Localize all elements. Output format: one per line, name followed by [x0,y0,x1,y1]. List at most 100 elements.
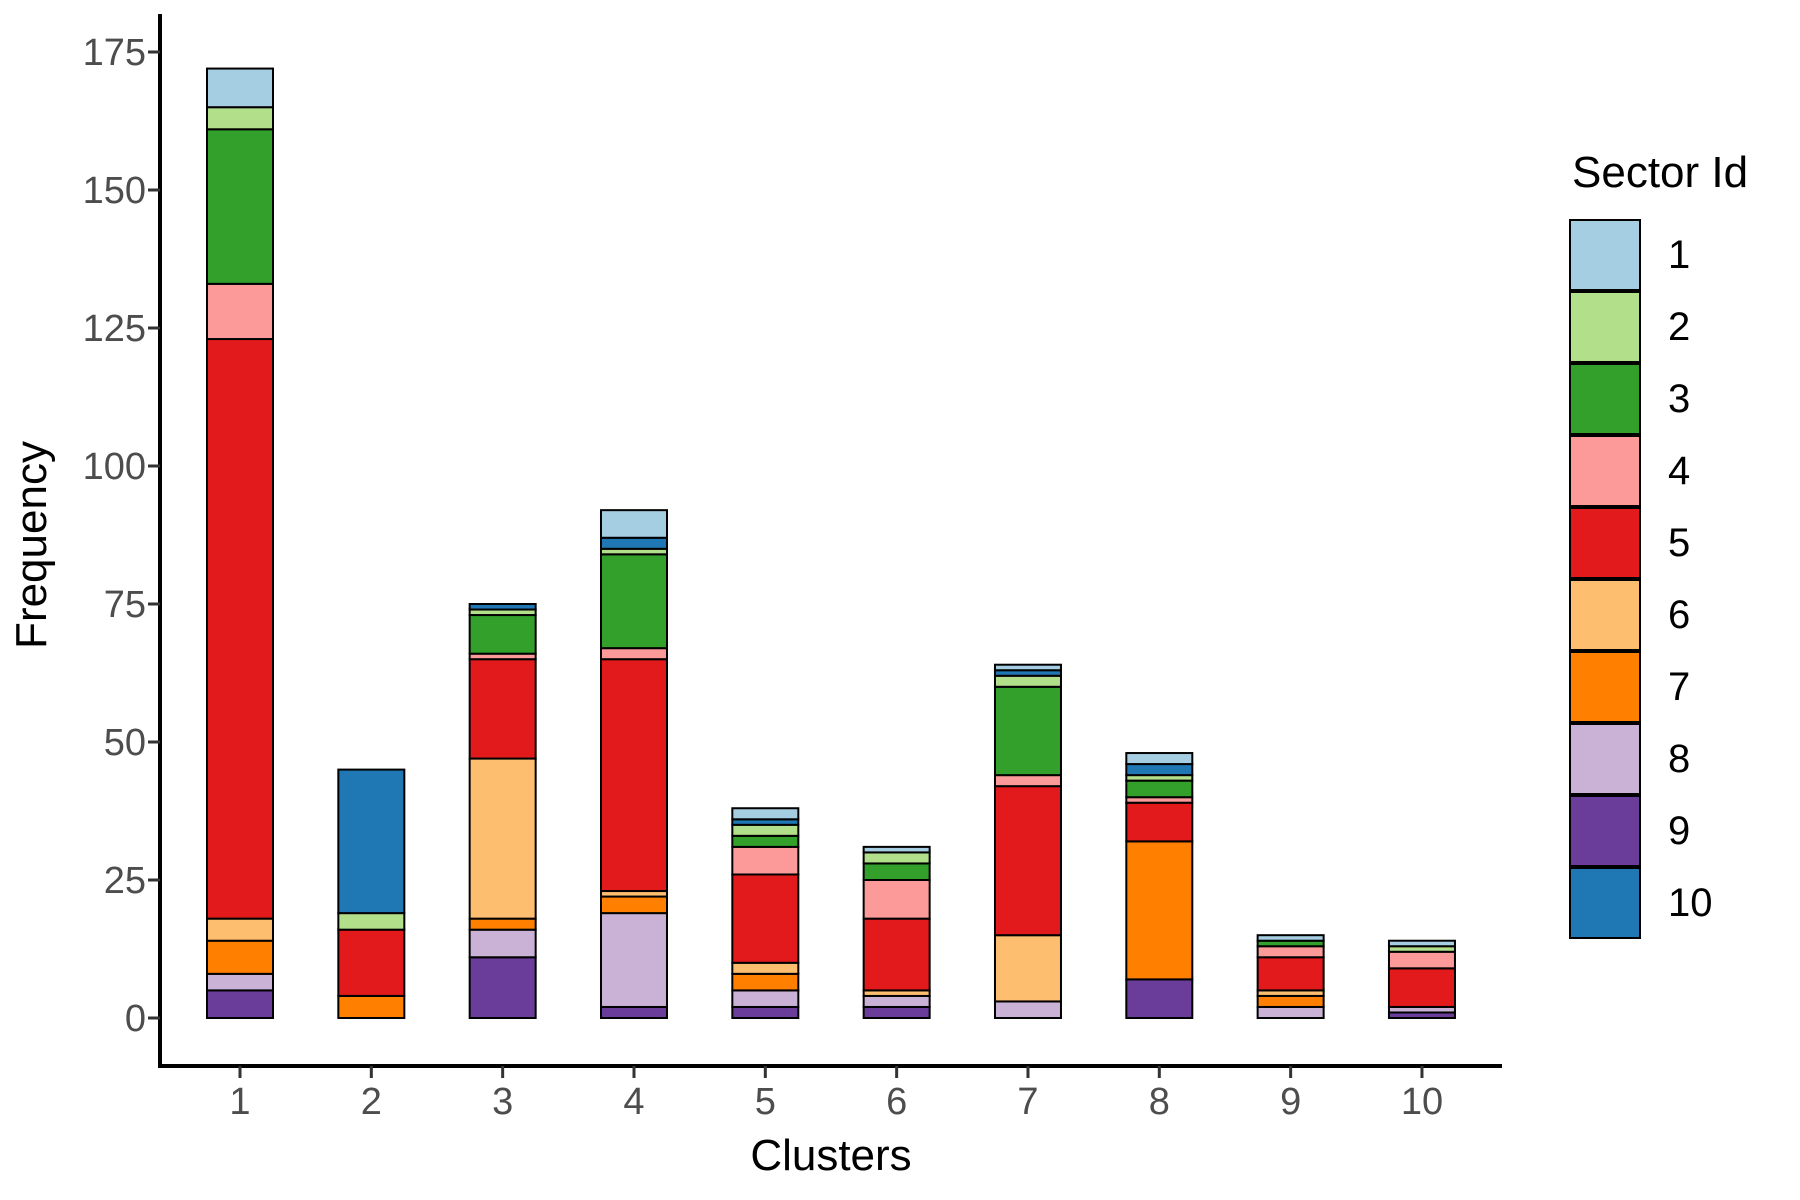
legend-swatch-sector-10 [1569,867,1641,939]
y-tick-label: 125 [83,308,146,350]
bar-cluster-5-sector-1 [731,807,800,821]
bar-cluster-8-sector-5 [1125,801,1194,843]
legend-label-sector-8: 8 [1668,737,1691,781]
y-tick-label: 50 [104,722,146,764]
legend-swatch-sector-6 [1569,579,1641,651]
y-tick-label: 175 [83,32,146,74]
bar-cluster-7-sector-8 [993,1000,1062,1020]
bar-cluster-2-sector-7 [337,994,406,1019]
bar-cluster-6-sector-1 [862,845,931,854]
x-tick-label: 1 [229,1081,250,1123]
legend-label-sector-6: 6 [1668,593,1691,637]
bar-cluster-9-sector-8 [1256,1005,1325,1020]
bar-cluster-6-sector-8 [862,994,931,1008]
bar-cluster-1-sector-2 [206,106,274,131]
bar-cluster-8-sector-1 [1125,752,1194,766]
legend-label-sector-9: 9 [1668,809,1691,853]
bar-cluster-2-sector-10 [337,768,406,915]
bar-cluster-1-sector-8 [206,972,274,992]
bar-cluster-4-sector-1 [599,509,668,539]
bar-cluster-1-sector-6 [206,917,274,942]
bar-cluster-7-sector-1 [993,663,1062,672]
bar-cluster-8-sector-7 [1125,840,1194,981]
legend-label-sector-7: 7 [1668,665,1691,709]
bar-cluster-7-sector-6 [993,934,1062,1003]
bar-cluster-6-sector-3 [862,862,931,882]
bar-cluster-6-sector-9 [862,1005,931,1020]
legend-swatch-sector-7 [1569,651,1641,723]
legend-swatch-sector-3 [1569,363,1641,435]
x-tick-label: 5 [755,1081,776,1123]
legend-label-sector-2: 2 [1668,305,1691,349]
bar-cluster-5-sector-4 [731,845,800,876]
legend-label-sector-3: 3 [1668,377,1691,421]
legend-label-sector-1: 1 [1668,233,1691,277]
y-tick-label: 0 [125,998,146,1040]
bar-cluster-4-sector-3 [599,553,668,650]
bar-cluster-1-sector-5 [206,338,274,920]
legend-swatch-sector-4 [1569,435,1641,507]
bar-cluster-5-sector-8 [731,989,800,1008]
bar-cluster-2-sector-2 [337,912,406,931]
bar-cluster-4-sector-9 [599,1005,668,1020]
bar-cluster-4-sector-5 [599,658,668,893]
bar-cluster-1-sector-4 [206,282,274,341]
bar-cluster-7-sector-4 [993,774,1062,788]
bar-cluster-8-sector-3 [1125,779,1194,799]
x-tick-label: 7 [1017,1081,1038,1123]
y-axis-title: Frequency [7,441,56,649]
y-tick-label: 75 [104,584,146,626]
bar-cluster-10-sector-5 [1387,967,1456,1008]
bar-cluster-1-sector-7 [206,939,274,975]
bar-cluster-7-sector-5 [993,785,1062,937]
legend-title: Sector Id [1572,148,1749,197]
legend-swatch-sector-5 [1569,507,1641,579]
x-tick-label: 3 [492,1081,513,1123]
bar-cluster-4-sector-10 [599,536,668,550]
bar-cluster-1-sector-1 [206,67,274,109]
legend-label-sector-4: 4 [1668,449,1691,493]
x-tick-label: 8 [1149,1081,1170,1123]
legend-swatch-sector-8 [1569,723,1641,795]
legend-swatch-sector-2 [1569,291,1641,363]
bar-cluster-9-sector-1 [1256,934,1325,942]
bar-cluster-8-sector-10 [1125,763,1194,777]
legend-swatch-sector-1 [1569,219,1641,291]
bar-cluster-9-sector-7 [1256,994,1325,1008]
bar-cluster-3-sector-5 [468,658,537,760]
bar-cluster-5-sector-7 [731,972,800,992]
legend-label-sector-5: 5 [1668,521,1691,565]
bar-cluster-5-sector-5 [731,873,800,964]
bar-cluster-10-sector-1 [1387,939,1456,948]
bar-cluster-6-sector-5 [862,917,931,992]
bar-cluster-5-sector-9 [731,1005,800,1020]
bar-cluster-10-sector-4 [1387,950,1456,970]
bar-cluster-3-sector-3 [468,614,537,655]
y-tick-label: 150 [83,170,146,212]
x-tick-label: 6 [886,1081,907,1123]
y-tick-label: 25 [104,860,146,902]
bar-cluster-3-sector-7 [468,917,537,931]
bar-cluster-7-sector-2 [993,674,1062,688]
bar-cluster-3-sector-10 [468,603,537,611]
y-tick-label: 100 [83,446,146,488]
x-tick-label: 4 [623,1081,644,1123]
legend-label-sector-10: 10 [1668,881,1713,925]
bar-cluster-4-sector-8 [599,912,668,1008]
bar-cluster-8-sector-9 [1125,978,1194,1019]
x-tick-label: 2 [361,1081,382,1123]
bar-cluster-4-sector-7 [599,895,668,915]
bar-cluster-6-sector-2 [862,851,931,865]
bar-cluster-3-sector-8 [468,928,537,959]
bar-cluster-5-sector-3 [731,834,800,848]
x-tick-label: 9 [1280,1081,1301,1123]
bar-cluster-4-sector-4 [599,647,668,661]
bar-cluster-5-sector-6 [731,961,800,975]
x-tick-label: 10 [1401,1081,1443,1123]
legend-swatch-sector-9 [1569,795,1641,867]
bar-cluster-5-sector-2 [731,823,800,837]
bar-cluster-3-sector-6 [468,757,537,920]
bar-cluster-7-sector-3 [993,685,1062,777]
